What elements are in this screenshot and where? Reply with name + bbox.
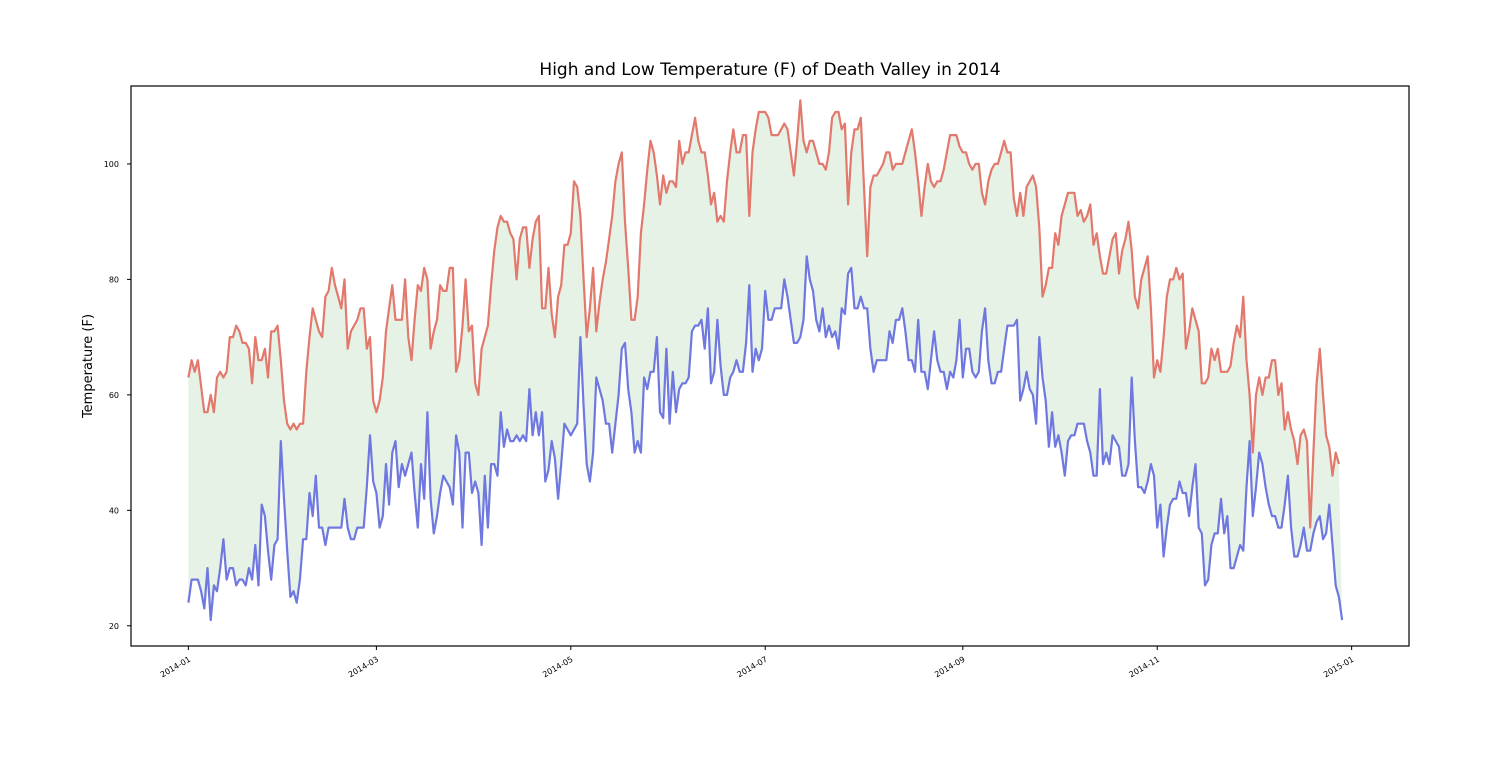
y-axis-label: Temperature (F) — [81, 314, 96, 419]
series-line-high — [187, 99, 1340, 529]
y-tick-label: 60 — [109, 391, 119, 400]
series-lines — [187, 99, 1344, 622]
y-axis: 20 40 60 80 100 — [104, 160, 131, 631]
y-tick-label: 20 — [109, 622, 119, 631]
y-tick-label: 80 — [109, 275, 119, 284]
temperature-range-fill — [188, 100, 1343, 620]
plot-frame — [130, 85, 1410, 647]
chart-title: High and Low Temperature (F) of Death Va… — [539, 60, 1000, 80]
series-line-low — [187, 255, 1344, 622]
y-tick-label: 100 — [104, 160, 119, 169]
fill-between-area — [188, 100, 1343, 620]
y-tick-label: 40 — [109, 506, 119, 515]
